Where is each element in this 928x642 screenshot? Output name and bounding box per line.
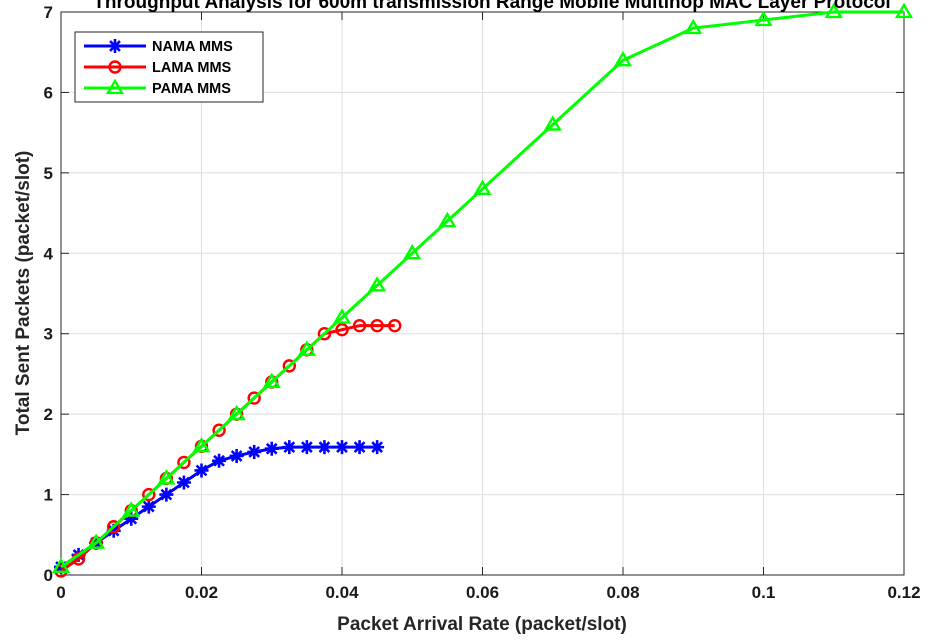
y-tick-label: 5 <box>44 164 53 183</box>
legend-marker <box>108 60 122 74</box>
data-point <box>352 318 367 333</box>
data-point <box>613 50 633 67</box>
data-point <box>824 2 843 19</box>
data-point <box>473 179 492 196</box>
data-point <box>297 340 316 356</box>
data-point <box>352 440 367 455</box>
data-point <box>299 440 314 455</box>
legend-entry: PAMA MMS <box>84 78 231 97</box>
data-point <box>192 436 211 453</box>
y-tick-label: 0 <box>44 566 53 585</box>
data-point <box>142 487 156 502</box>
data-point <box>317 327 332 341</box>
y-tick-label: 1 <box>44 486 53 505</box>
legend: NAMA MMS LAMA MMS PAMA MMS <box>74 31 264 103</box>
legend-label: NAMA MMS <box>152 39 233 55</box>
legend-label: LAMA MMS <box>152 60 232 76</box>
x-tick-label: 0.12 <box>887 583 920 602</box>
data-point <box>87 533 106 549</box>
data-point <box>754 10 773 27</box>
series-line <box>60 10 904 569</box>
y-tick-label: 6 <box>44 83 53 102</box>
data-point <box>176 475 191 490</box>
data-point <box>262 372 281 389</box>
data-point <box>370 318 384 333</box>
legend-label: PAMA MMS <box>152 81 231 97</box>
data-point <box>159 487 174 502</box>
x-axis-label: Packet Arrival Rate (packet/slot) <box>337 614 627 635</box>
x-tick-label: 0.06 <box>466 583 499 602</box>
data-point <box>335 322 349 337</box>
series-group <box>51 2 914 578</box>
data-point <box>368 276 387 292</box>
x-tick-label: 0.02 <box>185 583 218 602</box>
data-point <box>282 359 297 373</box>
data-point <box>157 469 176 485</box>
y-tick-label: 2 <box>44 405 53 424</box>
data-point <box>122 501 141 517</box>
data-point <box>894 2 914 19</box>
chart-title: Throughput Analysis for 600m transmissio… <box>93 0 890 13</box>
data-point <box>51 557 71 574</box>
y-tick-label: 3 <box>44 325 53 344</box>
series-nama-mms <box>54 440 385 574</box>
data-point <box>212 423 226 437</box>
legend-marker <box>108 39 122 53</box>
data-point <box>438 211 457 228</box>
data-point <box>247 444 262 459</box>
data-point <box>264 441 279 456</box>
legend-marker <box>105 78 125 95</box>
series-pama-mms <box>51 2 914 574</box>
data-point <box>403 243 422 260</box>
legend-entry: LAMA MMS <box>84 60 232 76</box>
data-point <box>335 440 349 455</box>
data-point <box>282 440 297 455</box>
data-point <box>247 391 261 405</box>
data-point <box>106 523 121 538</box>
x-tick-label: 0 <box>56 583 65 602</box>
data-point <box>212 453 227 468</box>
data-point <box>124 511 139 526</box>
x-tick-label: 0.08 <box>606 583 639 602</box>
y-axis-label: Total Sent Packets (packet/slot) <box>13 151 34 436</box>
y-tick-label: 7 <box>44 3 53 22</box>
data-point <box>229 448 244 463</box>
y-tick-label: 4 <box>44 244 54 263</box>
data-point <box>543 115 562 131</box>
data-point <box>227 404 246 421</box>
data-point <box>141 499 156 514</box>
data-point <box>317 440 332 455</box>
data-point <box>684 18 703 35</box>
data-point <box>194 463 209 478</box>
data-point <box>106 520 121 534</box>
data-point <box>177 455 191 470</box>
x-tick-label: 0.1 <box>752 583 776 602</box>
legend-items: NAMA MMS LAMA MMS PAMA MMS <box>84 39 233 97</box>
data-point <box>370 440 385 455</box>
tick-labels: 0 0.02 0.04 0.06 0.08 0.1 0.12 0 1 2 3 4 5 6 7 <box>44 3 921 602</box>
x-tick-label: 0.04 <box>325 583 359 602</box>
data-point <box>332 308 352 324</box>
legend-entry: NAMA MMS <box>84 39 233 55</box>
data-point <box>387 318 402 333</box>
